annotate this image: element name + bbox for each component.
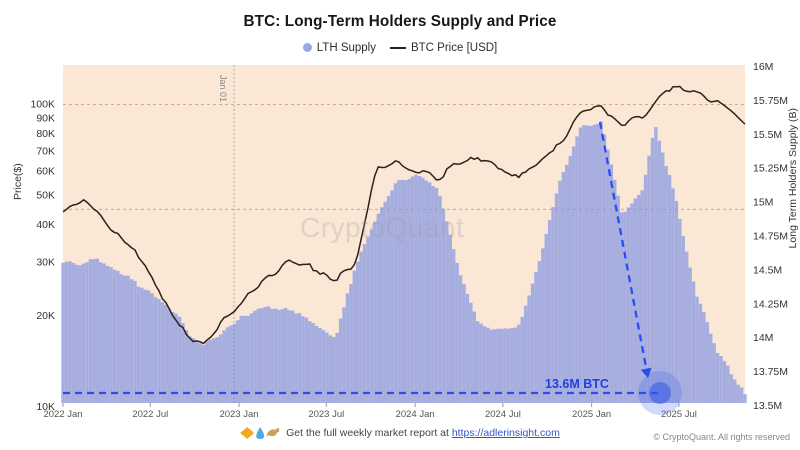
svg-text:10K: 10K: [36, 401, 55, 413]
svg-text:14.5M: 14.5M: [753, 264, 782, 276]
svg-text:Jan 01: Jan 01: [218, 75, 228, 102]
svg-text:70K: 70K: [36, 145, 55, 157]
svg-text:90K: 90K: [36, 112, 55, 124]
svg-text:2023 Jul: 2023 Jul: [308, 409, 344, 420]
svg-text:2024 Jul: 2024 Jul: [485, 409, 521, 420]
svg-text:80K: 80K: [36, 128, 55, 140]
svg-text:2024 Jan: 2024 Jan: [396, 409, 435, 420]
svg-text:13.5M: 13.5M: [753, 400, 782, 412]
svg-text:16M: 16M: [753, 62, 773, 73]
svg-text:2023 Jan: 2023 Jan: [219, 409, 258, 420]
svg-text:13.6M BTC: 13.6M BTC: [545, 377, 609, 391]
svg-text:14M: 14M: [753, 332, 773, 344]
svg-text:40K: 40K: [36, 219, 55, 231]
svg-text:15.25M: 15.25M: [753, 163, 788, 175]
svg-text:100K: 100K: [30, 99, 55, 111]
svg-text:20K: 20K: [36, 310, 55, 322]
svg-text:14.25M: 14.25M: [753, 298, 788, 310]
svg-text:60K: 60K: [36, 166, 55, 178]
svg-text:2025 Jan: 2025 Jan: [572, 409, 611, 420]
svg-text:15M: 15M: [753, 197, 773, 209]
svg-text:15.75M: 15.75M: [753, 95, 788, 107]
svg-text:30K: 30K: [36, 257, 55, 269]
svg-text:14.75M: 14.75M: [753, 231, 788, 243]
svg-text:13.75M: 13.75M: [753, 366, 788, 378]
svg-text:15.5M: 15.5M: [753, 129, 782, 141]
svg-text:50K: 50K: [36, 190, 55, 202]
svg-text:2022 Jul: 2022 Jul: [132, 409, 168, 420]
